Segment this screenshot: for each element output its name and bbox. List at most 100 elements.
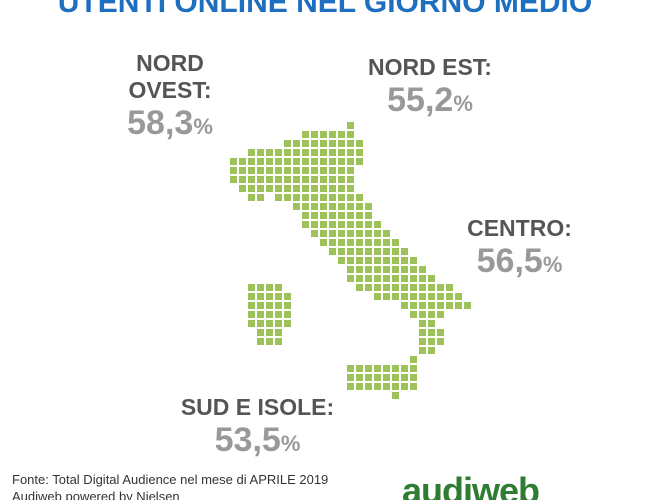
map-dot bbox=[338, 185, 345, 192]
map-dot bbox=[266, 176, 273, 183]
map-dot bbox=[428, 347, 435, 354]
map-dot bbox=[257, 284, 264, 291]
map-dot bbox=[410, 374, 417, 381]
map-dot bbox=[356, 248, 363, 255]
map-dot bbox=[257, 194, 264, 201]
map-dot bbox=[248, 284, 255, 291]
map-dot bbox=[257, 176, 264, 183]
map-dot bbox=[248, 185, 255, 192]
map-dot bbox=[374, 383, 381, 390]
map-dot bbox=[248, 149, 255, 156]
map-dot bbox=[311, 140, 318, 147]
map-dot bbox=[383, 284, 390, 291]
map-dot bbox=[356, 140, 363, 147]
map-dot bbox=[320, 239, 327, 246]
map-dot bbox=[284, 167, 291, 174]
map-dot bbox=[356, 374, 363, 381]
map-dot bbox=[275, 158, 282, 165]
map-dot bbox=[374, 266, 381, 273]
map-dot bbox=[356, 275, 363, 282]
region-name: CENTRO: bbox=[467, 215, 572, 241]
map-dot bbox=[266, 284, 273, 291]
region-nord-est: NORD EST: 55,2% bbox=[365, 54, 495, 120]
map-dot bbox=[401, 365, 408, 372]
map-dot bbox=[239, 158, 246, 165]
map-dot bbox=[392, 257, 399, 264]
map-dot bbox=[347, 185, 354, 192]
map-dot bbox=[419, 293, 426, 300]
map-dot bbox=[428, 275, 435, 282]
map-dot bbox=[428, 302, 435, 309]
map-dot bbox=[329, 221, 336, 228]
map-dot bbox=[302, 167, 309, 174]
map-dot bbox=[302, 185, 309, 192]
map-dot bbox=[437, 284, 444, 291]
map-dot bbox=[374, 275, 381, 282]
map-dot bbox=[275, 338, 282, 345]
map-dot bbox=[374, 221, 381, 228]
map-dot bbox=[284, 158, 291, 165]
map-dot bbox=[239, 167, 246, 174]
map-dot bbox=[392, 284, 399, 291]
map-dot bbox=[266, 293, 273, 300]
map-dot bbox=[302, 131, 309, 138]
map-dot bbox=[329, 212, 336, 219]
map-dot bbox=[464, 302, 471, 309]
map-dot bbox=[284, 320, 291, 327]
map-dot bbox=[437, 338, 444, 345]
map-dot bbox=[365, 221, 372, 228]
map-dot bbox=[365, 266, 372, 273]
map-dot bbox=[320, 131, 327, 138]
map-dot bbox=[266, 302, 273, 309]
map-dot bbox=[284, 311, 291, 318]
map-dot bbox=[374, 239, 381, 246]
map-dot bbox=[437, 311, 444, 318]
region-value: 55,2 bbox=[387, 81, 454, 119]
map-dot bbox=[455, 302, 462, 309]
map-dot bbox=[311, 149, 318, 156]
map-dot bbox=[284, 302, 291, 309]
map-dot bbox=[266, 158, 273, 165]
map-dot bbox=[248, 293, 255, 300]
map-dot bbox=[383, 266, 390, 273]
map-dot bbox=[446, 284, 453, 291]
map-dot bbox=[356, 158, 363, 165]
map-dot bbox=[311, 212, 318, 219]
map-dot bbox=[257, 320, 264, 327]
map-dot bbox=[356, 149, 363, 156]
map-dot bbox=[428, 284, 435, 291]
map-dot bbox=[284, 149, 291, 156]
map-dot bbox=[275, 149, 282, 156]
map-dot bbox=[347, 122, 354, 129]
map-dot bbox=[257, 185, 264, 192]
map-dot bbox=[365, 275, 372, 282]
map-dot bbox=[401, 284, 408, 291]
map-dot bbox=[365, 365, 372, 372]
map-dot bbox=[338, 158, 345, 165]
map-dot bbox=[437, 302, 444, 309]
map-dot bbox=[329, 239, 336, 246]
map-dot bbox=[383, 257, 390, 264]
map-dot bbox=[284, 185, 291, 192]
map-dot bbox=[266, 329, 273, 336]
map-dot bbox=[392, 374, 399, 381]
logo: audiweb bbox=[402, 470, 540, 500]
map-dot bbox=[284, 293, 291, 300]
region-unit: % bbox=[453, 91, 473, 116]
region-unit: % bbox=[280, 431, 301, 456]
map-dot bbox=[275, 329, 282, 336]
title: UTENTI ONLINE NEL GIORNO MEDIO bbox=[57, 0, 593, 19]
map-dot bbox=[266, 167, 273, 174]
map-dot bbox=[392, 293, 399, 300]
map-dot bbox=[347, 167, 354, 174]
map-dot bbox=[302, 140, 309, 147]
map-dot bbox=[428, 320, 435, 327]
map-dot bbox=[347, 176, 354, 183]
map-dot bbox=[248, 167, 255, 174]
map-dot bbox=[374, 284, 381, 291]
map-dot bbox=[302, 221, 309, 228]
map-dot bbox=[356, 284, 363, 291]
map-dot bbox=[419, 275, 426, 282]
map-dot bbox=[365, 248, 372, 255]
map-dot bbox=[437, 329, 444, 336]
